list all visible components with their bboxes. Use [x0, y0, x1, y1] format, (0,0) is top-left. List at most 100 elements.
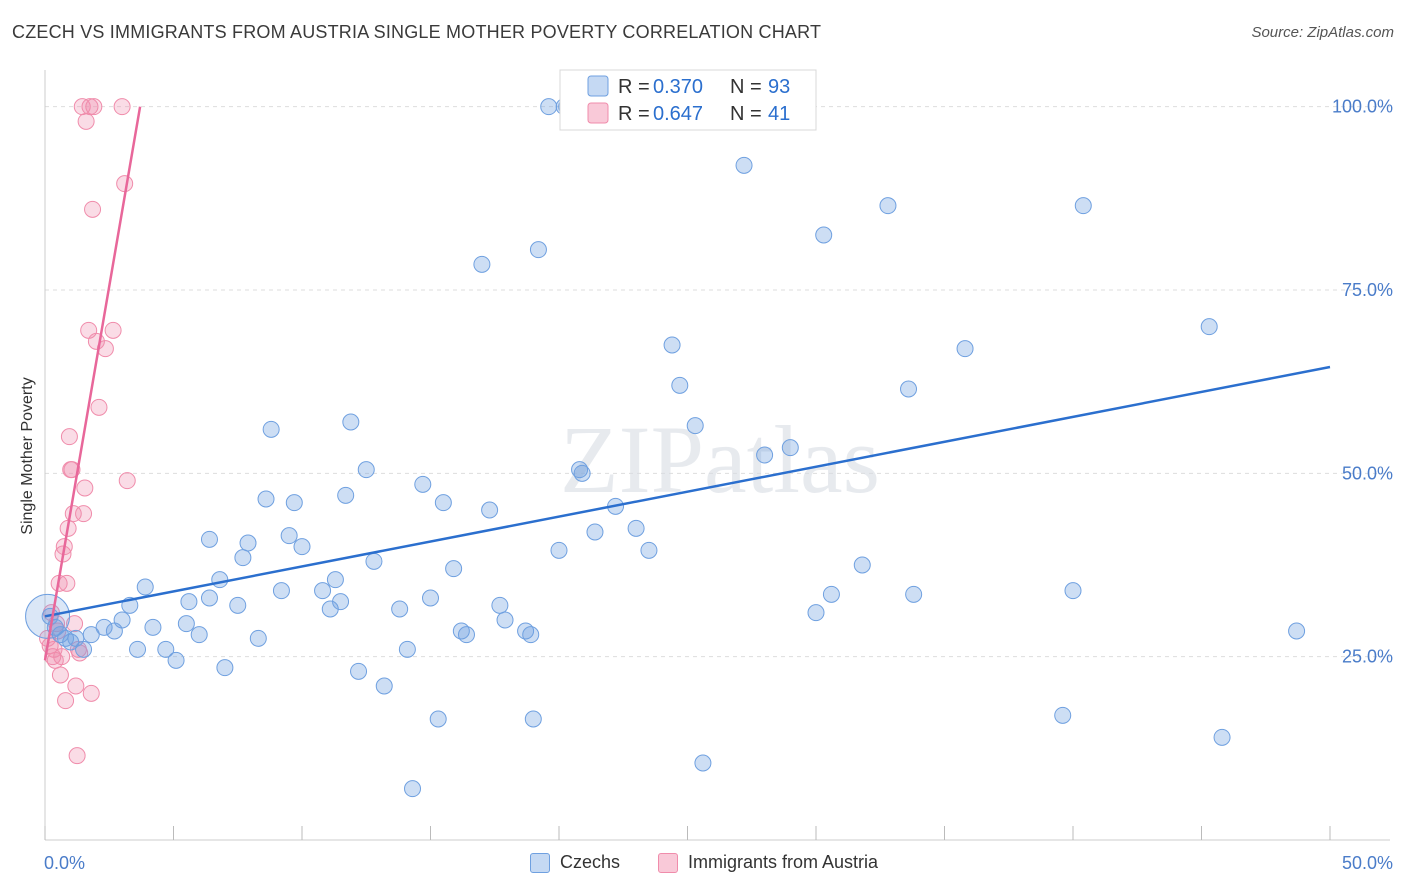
- czechs-point: [337, 486, 355, 504]
- czechs-points: [25, 98, 1306, 798]
- czechs-point: [229, 596, 247, 614]
- czechs-point: [211, 571, 229, 589]
- czechs-point: [815, 226, 833, 244]
- czechs-point: [735, 156, 753, 174]
- czechs-point: [1288, 622, 1306, 640]
- czechs-point: [200, 530, 218, 548]
- czechs-point: [157, 640, 175, 658]
- austria-point: [90, 398, 108, 416]
- czechs-point: [522, 626, 540, 644]
- czechs-point: [429, 710, 447, 728]
- legend-swatch-czechs: [587, 75, 609, 97]
- czechs-point: [434, 494, 452, 512]
- legend-n-value-czechs: 93: [768, 76, 790, 98]
- czechs-point: [293, 538, 311, 556]
- x-tick-label: 50.0%: [1342, 853, 1393, 873]
- czechs-point: [671, 376, 689, 394]
- austria-trend-line: [43, 106, 142, 661]
- czechs-point: [496, 611, 514, 629]
- legend-n-value-austria: 41: [768, 103, 790, 125]
- bottom-legend-austria[interactable]: Immigrants from Austria: [658, 852, 878, 873]
- czechs-point: [491, 596, 509, 614]
- czechs-point: [956, 340, 974, 358]
- austria-point: [53, 648, 71, 666]
- y-tick-label: 50.0%: [1342, 463, 1393, 483]
- source-label: Source: ZipAtlas.com: [1251, 24, 1394, 41]
- y-tick-label: 75.0%: [1342, 280, 1393, 300]
- czechs-point: [807, 604, 825, 622]
- czechs-point: [285, 494, 303, 512]
- czechs-point: [540, 98, 558, 116]
- czechs-point: [280, 527, 298, 545]
- tick-labels: 25.0% 50.0% 75.0% 100.0% 0.0% 50.0%: [44, 97, 1393, 873]
- czechs-point: [879, 197, 897, 215]
- gridlines: [45, 106, 1390, 658]
- czechs-swatch: [530, 852, 550, 873]
- czechs-point: [200, 589, 218, 607]
- austria-point: [77, 112, 95, 130]
- x-tick-label: 0.0%: [44, 853, 85, 873]
- czechs-point: [404, 780, 422, 798]
- czechs-point: [113, 611, 131, 629]
- czechs-point: [239, 534, 257, 552]
- austria-point: [75, 505, 93, 523]
- czechs-point: [756, 446, 774, 464]
- czechs-point: [900, 380, 918, 398]
- czechs-point: [249, 629, 267, 647]
- czechs-point: [586, 523, 604, 541]
- czechs-point: [781, 439, 799, 457]
- czechs-point: [1213, 728, 1231, 746]
- chart-title: CZECH VS IMMIGRANTS FROM AUSTRIA SINGLE …: [12, 22, 822, 42]
- austria-point: [68, 747, 86, 765]
- czechs-point: [375, 677, 393, 695]
- czechs-point: [314, 582, 332, 600]
- czechs-point: [1054, 706, 1072, 724]
- austria-point: [104, 321, 122, 339]
- bottom-legend-czechs[interactable]: Czechs: [530, 852, 620, 873]
- austria-point: [85, 98, 103, 116]
- czechs-point: [905, 585, 923, 603]
- austria-swatch: [658, 852, 678, 873]
- czechs-point: [262, 420, 280, 438]
- y-tick-label: 25.0%: [1342, 647, 1393, 667]
- czechs-point: [82, 626, 100, 644]
- austria-point: [57, 692, 75, 710]
- czechs-point: [822, 585, 840, 603]
- czechs-point: [272, 582, 290, 600]
- czechs-point: [398, 640, 416, 658]
- czechs-point: [524, 710, 542, 728]
- czechs-point: [550, 541, 568, 559]
- czechs-point: [694, 754, 712, 772]
- czechs-point: [350, 662, 368, 680]
- y-tick-label: 100.0%: [1332, 97, 1393, 117]
- austria-point: [118, 472, 136, 490]
- austria-point: [84, 200, 102, 218]
- austria-point: [113, 98, 131, 116]
- czechs-legend-label: Czechs: [560, 852, 621, 872]
- austria-point: [60, 428, 78, 446]
- austria-point: [82, 684, 100, 702]
- czechs-point: [391, 600, 409, 618]
- legend-n-label-czechs: N =: [730, 76, 762, 98]
- czechs-point: [257, 490, 275, 508]
- czechs-point: [573, 464, 591, 482]
- austria-point: [81, 98, 99, 116]
- czechs-point: [144, 618, 162, 636]
- czechs-point: [1200, 318, 1218, 336]
- stats-legend: R = 0.370 N = 93 R = 0.647 N = 41: [559, 69, 817, 131]
- czechs-point: [95, 618, 113, 636]
- czechs-point: [365, 552, 383, 570]
- austria-points: [39, 98, 136, 765]
- czechs-point: [445, 560, 463, 578]
- czechs-point: [422, 589, 439, 607]
- czechs-point: [332, 593, 350, 611]
- czechs-point: [75, 640, 93, 658]
- legend-n-label-austria: N =: [730, 103, 762, 125]
- austria-point: [76, 479, 94, 497]
- czechs-point: [177, 615, 195, 633]
- legend-r-value-czechs: 0.370: [653, 76, 703, 98]
- legend-swatch-austria: [587, 102, 609, 124]
- czechs-point: [481, 501, 499, 519]
- austria-legend-label: Immigrants from Austria: [688, 852, 879, 872]
